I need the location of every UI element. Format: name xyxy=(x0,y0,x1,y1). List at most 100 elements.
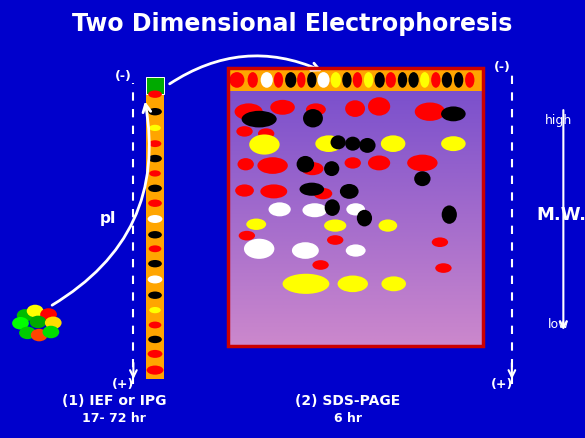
Ellipse shape xyxy=(353,72,362,88)
Ellipse shape xyxy=(249,134,280,155)
Text: pI: pI xyxy=(100,212,116,226)
Bar xyxy=(146,77,164,379)
Text: M.W.: M.W. xyxy=(536,205,585,224)
Ellipse shape xyxy=(147,366,163,374)
Ellipse shape xyxy=(324,161,339,176)
Ellipse shape xyxy=(324,219,346,232)
Bar xyxy=(228,68,483,92)
FancyArrowPatch shape xyxy=(52,104,151,305)
Ellipse shape xyxy=(331,135,346,149)
Ellipse shape xyxy=(342,72,352,88)
Ellipse shape xyxy=(148,91,162,98)
Ellipse shape xyxy=(19,327,36,339)
Ellipse shape xyxy=(465,72,474,88)
Ellipse shape xyxy=(148,336,162,343)
Ellipse shape xyxy=(318,72,329,88)
Ellipse shape xyxy=(359,138,376,153)
Ellipse shape xyxy=(297,72,305,88)
Ellipse shape xyxy=(345,137,360,151)
Ellipse shape xyxy=(374,72,385,88)
Text: (-): (-) xyxy=(494,61,510,74)
Ellipse shape xyxy=(302,203,327,217)
Ellipse shape xyxy=(303,109,323,127)
Ellipse shape xyxy=(244,239,274,259)
Ellipse shape xyxy=(338,276,368,292)
Ellipse shape xyxy=(257,157,288,174)
Ellipse shape xyxy=(148,292,162,299)
Ellipse shape xyxy=(442,72,452,88)
Ellipse shape xyxy=(415,102,445,121)
Ellipse shape xyxy=(381,276,406,291)
Text: (2) SDS-PAGE: (2) SDS-PAGE xyxy=(295,394,401,408)
Ellipse shape xyxy=(307,72,316,88)
Ellipse shape xyxy=(386,72,396,88)
Ellipse shape xyxy=(420,72,429,88)
Ellipse shape xyxy=(432,237,448,247)
Ellipse shape xyxy=(149,125,161,131)
Ellipse shape xyxy=(148,260,162,267)
Ellipse shape xyxy=(314,188,332,199)
Ellipse shape xyxy=(236,126,253,137)
Ellipse shape xyxy=(31,329,47,341)
Ellipse shape xyxy=(300,183,324,196)
Ellipse shape xyxy=(235,103,263,120)
Ellipse shape xyxy=(435,263,452,273)
Ellipse shape xyxy=(315,135,342,152)
Ellipse shape xyxy=(340,184,359,199)
Ellipse shape xyxy=(149,321,161,328)
Ellipse shape xyxy=(306,103,326,116)
Ellipse shape xyxy=(149,140,161,147)
Ellipse shape xyxy=(270,100,295,115)
Ellipse shape xyxy=(378,219,397,232)
Ellipse shape xyxy=(247,72,258,88)
Text: (+): (+) xyxy=(491,378,513,391)
Ellipse shape xyxy=(238,158,254,170)
Ellipse shape xyxy=(148,231,162,238)
Bar xyxy=(228,68,483,346)
Ellipse shape xyxy=(431,72,441,88)
Ellipse shape xyxy=(441,136,466,151)
Bar xyxy=(146,77,164,94)
Ellipse shape xyxy=(327,235,343,245)
Ellipse shape xyxy=(147,215,163,223)
Ellipse shape xyxy=(407,155,438,171)
Ellipse shape xyxy=(283,274,329,294)
Ellipse shape xyxy=(381,135,405,152)
Ellipse shape xyxy=(345,157,361,169)
Ellipse shape xyxy=(246,219,266,230)
Ellipse shape xyxy=(148,108,162,115)
Text: (+): (+) xyxy=(112,378,134,391)
Text: (-): (-) xyxy=(115,70,131,83)
Ellipse shape xyxy=(261,72,273,88)
Ellipse shape xyxy=(297,156,314,173)
Ellipse shape xyxy=(368,97,390,116)
Ellipse shape xyxy=(368,155,390,170)
Ellipse shape xyxy=(12,317,29,329)
Ellipse shape xyxy=(148,155,162,162)
Ellipse shape xyxy=(442,205,457,224)
Ellipse shape xyxy=(149,307,161,313)
Text: 17- 72 hr: 17- 72 hr xyxy=(82,412,146,425)
Ellipse shape xyxy=(345,100,365,117)
Ellipse shape xyxy=(43,326,59,338)
Ellipse shape xyxy=(274,72,283,88)
Ellipse shape xyxy=(147,276,163,283)
FancyArrowPatch shape xyxy=(170,56,319,84)
Ellipse shape xyxy=(454,72,463,88)
Ellipse shape xyxy=(325,199,340,216)
Ellipse shape xyxy=(45,317,61,329)
Text: low: low xyxy=(548,318,569,331)
Ellipse shape xyxy=(148,200,162,207)
Ellipse shape xyxy=(147,350,163,358)
Text: Two Dimensional Electrophoresis: Two Dimensional Electrophoresis xyxy=(73,12,512,36)
Ellipse shape xyxy=(441,106,466,121)
Ellipse shape xyxy=(17,309,33,321)
Ellipse shape xyxy=(260,184,287,198)
Ellipse shape xyxy=(258,128,274,139)
Ellipse shape xyxy=(239,231,255,240)
Ellipse shape xyxy=(148,185,162,192)
Ellipse shape xyxy=(346,244,366,257)
Ellipse shape xyxy=(414,171,431,186)
Ellipse shape xyxy=(398,72,407,88)
Text: high: high xyxy=(545,114,572,127)
